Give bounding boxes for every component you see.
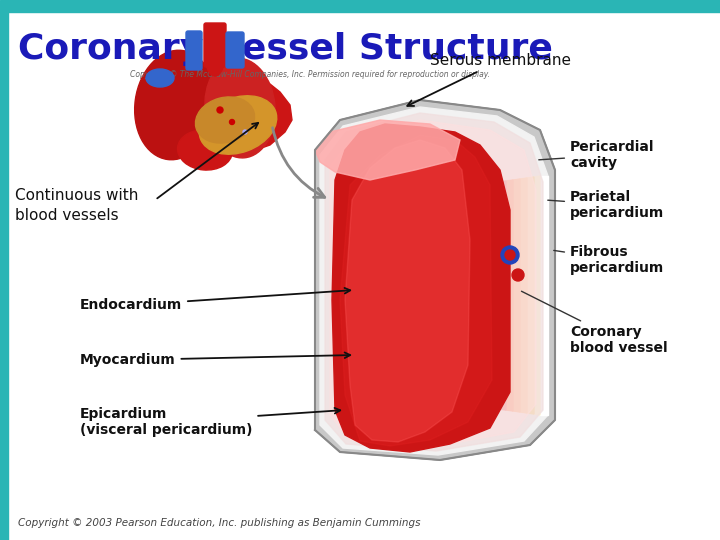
Ellipse shape: [199, 96, 276, 154]
Polygon shape: [332, 124, 510, 452]
Text: Myocardium: Myocardium: [80, 353, 350, 367]
Polygon shape: [140, 60, 292, 155]
Polygon shape: [315, 120, 460, 180]
Circle shape: [230, 119, 235, 125]
Text: Coronary Vessel Structure: Coronary Vessel Structure: [18, 32, 553, 66]
Circle shape: [501, 246, 519, 264]
Bar: [248, 104, 270, 122]
Text: Pericardial
cavity: Pericardial cavity: [539, 140, 654, 170]
Text: Fibrous
pericardium: Fibrous pericardium: [554, 245, 665, 275]
Polygon shape: [513, 179, 520, 412]
Polygon shape: [506, 180, 513, 411]
Text: Parietal
pericardium: Parietal pericardium: [548, 190, 665, 220]
Ellipse shape: [178, 130, 233, 170]
Bar: [0, 0, 720, 12]
Circle shape: [505, 250, 515, 260]
Polygon shape: [540, 176, 548, 415]
Ellipse shape: [146, 69, 174, 87]
Ellipse shape: [195, 97, 255, 143]
FancyBboxPatch shape: [186, 31, 202, 70]
Text: Copyright © 2003 Pearson Education, Inc. publishing as Benjamin Cummings: Copyright © 2003 Pearson Education, Inc.…: [18, 518, 420, 528]
Polygon shape: [320, 107, 548, 455]
Polygon shape: [345, 140, 470, 442]
Bar: [0, 12, 8, 540]
Polygon shape: [534, 176, 540, 415]
Text: Coronary
blood vessel: Coronary blood vessel: [521, 291, 667, 355]
Polygon shape: [325, 113, 543, 451]
FancyBboxPatch shape: [204, 23, 226, 67]
Text: Copyright © The McGraw-Hill Companies, Inc. Permission required for reproduction: Copyright © The McGraw-Hill Companies, I…: [130, 70, 490, 79]
Ellipse shape: [205, 58, 275, 158]
Polygon shape: [498, 181, 506, 410]
Text: Serous membrane: Serous membrane: [408, 53, 571, 106]
Polygon shape: [520, 178, 527, 413]
Text: Endocardium: Endocardium: [80, 288, 350, 312]
Circle shape: [512, 269, 524, 281]
Circle shape: [243, 130, 247, 134]
Polygon shape: [340, 135, 492, 446]
Polygon shape: [315, 100, 555, 460]
Polygon shape: [330, 120, 536, 447]
Polygon shape: [527, 177, 534, 414]
Text: Continuous with
blood vessels: Continuous with blood vessels: [15, 188, 138, 223]
Ellipse shape: [206, 44, 224, 76]
Text: Epicardium
(visceral pericardium): Epicardium (visceral pericardium): [80, 407, 341, 437]
Circle shape: [217, 107, 223, 113]
FancyBboxPatch shape: [226, 32, 244, 68]
Ellipse shape: [135, 50, 215, 160]
